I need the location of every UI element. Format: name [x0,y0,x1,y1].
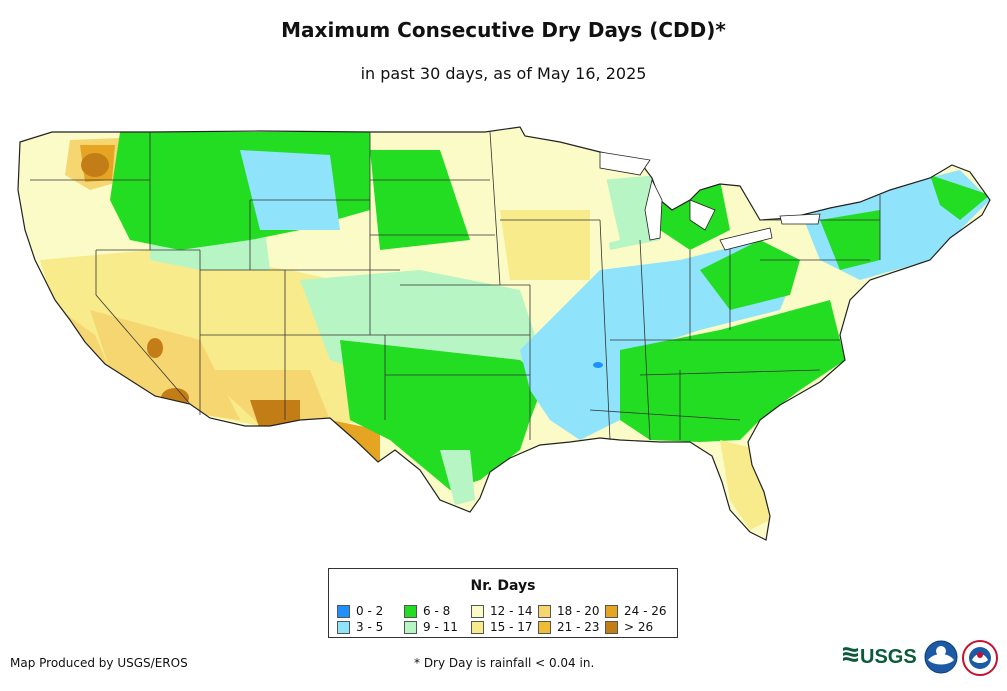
legend-swatch [337,620,350,634]
legend-swatch [337,604,350,618]
legend-item: 18 - 20 [538,603,605,619]
map-credit: Map Produced by USGS/EROS [10,656,188,670]
legend-label: 21 - 23 [557,620,600,634]
legend-label: 12 - 14 [490,604,533,618]
legend-swatch [471,620,484,634]
nws-logo [962,640,998,676]
usgs-wordmark: USGS [860,646,917,668]
legend-label: 15 - 17 [490,620,533,634]
legend-item: 15 - 17 [471,619,538,635]
us-dry-days-map [17,126,991,541]
legend-swatch [404,604,417,618]
legend-label: 18 - 20 [557,604,600,618]
legend-item: 12 - 14 [471,603,538,619]
legend-swatch [538,604,551,618]
legend-label: 0 - 2 [356,604,384,618]
legend-items: 0 - 2 3 - 5 6 - 8 9 - 11 12 - 14 15 - 17… [337,603,673,635]
map-title: Maximum Consecutive Dry Days (CDD)* [281,18,726,42]
legend-item: 6 - 8 [404,603,471,619]
dry-day-footnote: * Dry Day is rainfall < 0.04 in. [414,656,595,670]
legend-label: 9 - 11 [423,620,458,634]
legend-swatch [471,604,484,618]
legend: Nr. Days 0 - 2 3 - 5 6 - 8 9 - 11 12 - 1… [328,568,678,638]
legend-swatch [605,620,618,634]
legend-title: Nr. Days [470,578,536,594]
legend-item: > 26 [605,619,672,635]
noaa-logo [924,640,958,674]
map-subtitle: in past 30 days, as of May 16, 2025 [360,64,647,83]
legend-item: 21 - 23 [538,619,605,635]
usgs-logo: USGS [843,646,917,668]
legend-label: 24 - 26 [624,604,667,618]
legend-label: > 26 [624,620,654,634]
legend-swatch [605,604,618,618]
legend-item: 3 - 5 [337,619,404,635]
legend-item: 9 - 11 [404,619,471,635]
legend-item: 24 - 26 [605,603,672,619]
legend-swatch [538,620,551,634]
legend-label: 3 - 5 [356,620,384,634]
legend-swatch [404,620,417,634]
legend-item: 0 - 2 [337,603,404,619]
legend-label: 6 - 8 [423,604,451,618]
